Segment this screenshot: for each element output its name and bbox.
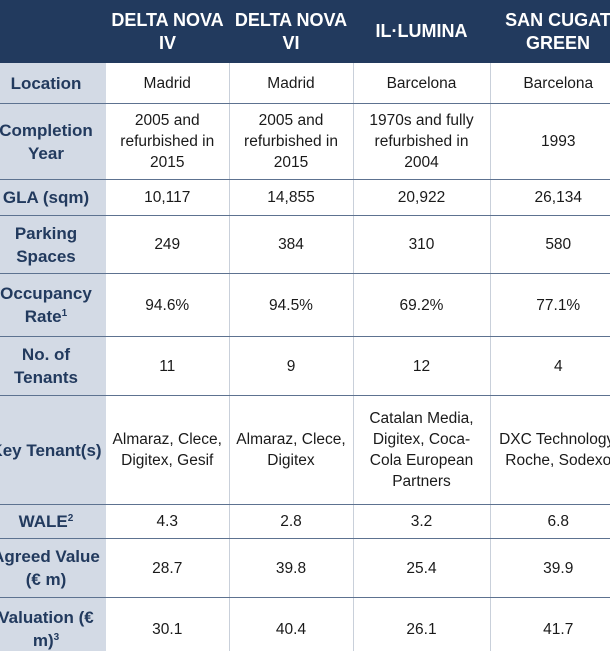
row-label-text: Agreed Value (€ m) — [0, 547, 100, 589]
row-label-text: Location — [10, 73, 82, 93]
table-cell: 2.8 — [229, 504, 354, 539]
row-label-parking-spaces: Parking Spaces — [0, 215, 106, 274]
table-cell: 39.8 — [229, 538, 354, 598]
table-cell: DXC Technology, Roche, Sodexo — [490, 395, 610, 505]
row-label-valuation: Valuation (€ m)3 — [0, 597, 106, 651]
row-label-completion-year: Completion Year — [0, 103, 106, 180]
table-cell: 39.9 — [490, 538, 610, 598]
table-cell: 26.1 — [353, 597, 491, 651]
row-label-gla: GLA (sqm) — [0, 179, 106, 216]
table-cell: 41.7 — [490, 597, 610, 651]
row-label-text: GLA (sqm) — [2, 188, 90, 207]
table-cell: 40.4 — [229, 597, 354, 651]
table-row: WALE2 4.3 2.8 3.2 6.8 — [0, 504, 610, 539]
row-label-wale: WALE2 — [0, 504, 106, 539]
table-row: Completion Year 2005 and refurbished in … — [0, 103, 610, 180]
table-row: Key Tenant(s) Almaraz, Clece, Digitex, G… — [0, 395, 610, 505]
table-cell: 26,134 — [490, 179, 610, 216]
table-cell: 6.8 — [490, 504, 610, 539]
table-cell: 384 — [229, 215, 354, 274]
row-label-text: Completion Year — [0, 120, 93, 163]
column-header-delta-nova-iv: DELTA NOVA IV — [106, 0, 229, 63]
table-cell: 9 — [229, 336, 354, 396]
table-cell: 2005 and refurbished in 2015 — [229, 103, 354, 180]
table-cell: Almaraz, Clece, Digitex, Gesif — [106, 395, 230, 505]
row-label-occupancy-rate: Occupancy Rate1 — [0, 273, 106, 337]
table-cell: Catalan Media, Digitex, Coca-Cola Europe… — [353, 395, 491, 505]
table-cell: 30.1 — [106, 597, 230, 651]
table-cell: 28.7 — [106, 538, 230, 598]
table-cell: 4 — [490, 336, 610, 396]
row-label-agreed-value: Agreed Value (€ m) — [0, 538, 106, 598]
table-cell: Barcelona — [353, 63, 491, 104]
row-label-text: Valuation (€ m) — [0, 608, 94, 650]
table-cell: 10,117 — [106, 179, 230, 216]
table-cell: 20,922 — [353, 179, 491, 216]
row-label-no-of-tenants: No. of Tenants — [0, 336, 106, 396]
table-cell: 310 — [353, 215, 491, 274]
table-cell: 580 — [490, 215, 610, 274]
column-header-delta-nova-vi: DELTA NOVA VI — [229, 0, 353, 63]
table-cell: 77.1% — [490, 273, 610, 337]
table-row: Parking Spaces 249 384 310 580 — [0, 215, 610, 274]
footnote-marker: 1 — [61, 308, 68, 319]
row-label-key-tenants: Key Tenant(s) — [0, 395, 106, 505]
row-label-text: WALE — [18, 512, 68, 531]
footnote-marker: 2 — [67, 513, 74, 524]
header-corner — [0, 0, 106, 63]
table-row: Valuation (€ m)3 30.1 40.4 26.1 41.7 — [0, 597, 610, 651]
footnote-marker: 3 — [53, 632, 60, 643]
table-cell: 94.6% — [106, 273, 230, 337]
row-label-text: Occupancy Rate — [0, 284, 92, 326]
table-cell: 94.5% — [229, 273, 354, 337]
column-header-san-cugat-green: SAN CUGAT GREEN — [490, 0, 610, 63]
table-cell: Madrid — [229, 63, 354, 104]
column-header-il-lumina: IL·LUMINA — [353, 0, 490, 63]
table-row: Agreed Value (€ m) 28.7 39.8 25.4 39.9 — [0, 538, 610, 598]
table-row: No. of Tenants 11 9 12 4 — [0, 336, 610, 396]
row-label-text: Parking Spaces — [14, 223, 78, 266]
table-row: Occupancy Rate1 94.6% 94.5% 69.2% 77.1% — [0, 273, 610, 337]
table-cell: 1970s and fully refurbished in 2004 — [353, 103, 491, 180]
header-row: DELTA NOVA IV DELTA NOVA VI IL·LUMINA SA… — [0, 0, 610, 63]
table-cell: 14,855 — [229, 179, 354, 216]
table-cell: 3.2 — [353, 504, 491, 539]
table-cell: Almaraz, Clece, Digitex — [229, 395, 354, 505]
table-row: Location Madrid Madrid Barcelona Barcelo… — [0, 63, 610, 104]
table-cell: 25.4 — [353, 538, 491, 598]
table-cell: 11 — [106, 336, 230, 396]
row-label-location: Location — [0, 63, 106, 104]
row-label-text: Key Tenant(s) — [0, 440, 102, 460]
table-cell: 12 — [353, 336, 491, 396]
table-cell: 2005 and refurbished in 2015 — [106, 103, 230, 180]
table-cell: 1993 — [490, 103, 610, 180]
table-cell: Madrid — [106, 63, 230, 104]
table-cell: 4.3 — [106, 504, 230, 539]
table-row: GLA (sqm) 10,117 14,855 20,922 26,134 — [0, 179, 610, 216]
table-cell: 69.2% — [353, 273, 491, 337]
table-cell: 249 — [106, 215, 230, 274]
row-label-text: No. of Tenants — [14, 345, 78, 387]
table-cell: Barcelona — [490, 63, 610, 104]
